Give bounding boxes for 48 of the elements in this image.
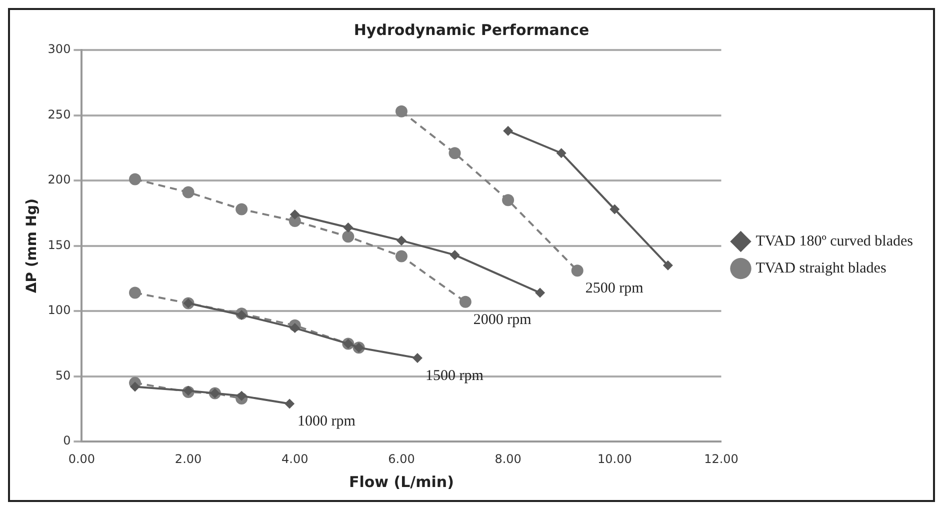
x-tick-label: 6.00 — [388, 452, 415, 466]
point — [395, 105, 408, 118]
point — [236, 390, 247, 401]
y-tick-label: 100 — [48, 303, 71, 318]
y-tick-label: 50 — [55, 368, 71, 382]
point — [503, 126, 514, 136]
legend-label: TVAD 180º curved blades — [756, 233, 914, 250]
chart-title: Hydrodynamic Performance — [354, 20, 590, 39]
point — [342, 230, 354, 243]
y-axis-title: ΔP (mm Hg) — [24, 198, 40, 294]
point — [610, 204, 620, 214]
point — [448, 147, 461, 160]
point — [236, 203, 248, 216]
point — [556, 148, 566, 158]
point — [571, 264, 584, 277]
x-tick-label: 4.00 — [282, 452, 308, 466]
point — [284, 398, 295, 409]
x-tick-label: 0.00 — [68, 452, 96, 466]
y-tick-label: 150 — [48, 238, 71, 252]
x-tick-label: 2.00 — [174, 452, 202, 466]
point — [129, 173, 141, 186]
x-tick-label: 12.00 — [704, 452, 738, 466]
annotation: 1500 rpm — [425, 368, 484, 384]
y-tick-label: 300 — [48, 42, 71, 56]
annotation: 2500 rpm — [585, 280, 644, 297]
point — [396, 236, 406, 246]
x-tick-label: 10.00 — [597, 452, 632, 466]
point — [182, 186, 194, 198]
y-tick-label: 250 — [48, 107, 71, 122]
annotation: 1000 rpm — [298, 414, 356, 430]
x-tick-label: 8.00 — [494, 452, 522, 466]
x-axis-title: Flow (L/min) — [348, 472, 454, 491]
point — [459, 296, 472, 308]
point — [535, 288, 546, 298]
point — [502, 194, 514, 206]
point — [290, 209, 300, 220]
point — [662, 260, 673, 270]
y-tick-label: 0 — [63, 434, 71, 448]
annotation: 2000 rpm — [473, 312, 532, 328]
legend-label: TVAD straight blades — [756, 260, 886, 276]
point — [412, 353, 422, 364]
point — [129, 286, 141, 299]
point — [450, 250, 460, 260]
point — [130, 382, 140, 392]
point — [290, 323, 300, 334]
point — [395, 250, 408, 262]
point — [343, 222, 354, 233]
y-tick-label: 200 — [48, 172, 71, 187]
